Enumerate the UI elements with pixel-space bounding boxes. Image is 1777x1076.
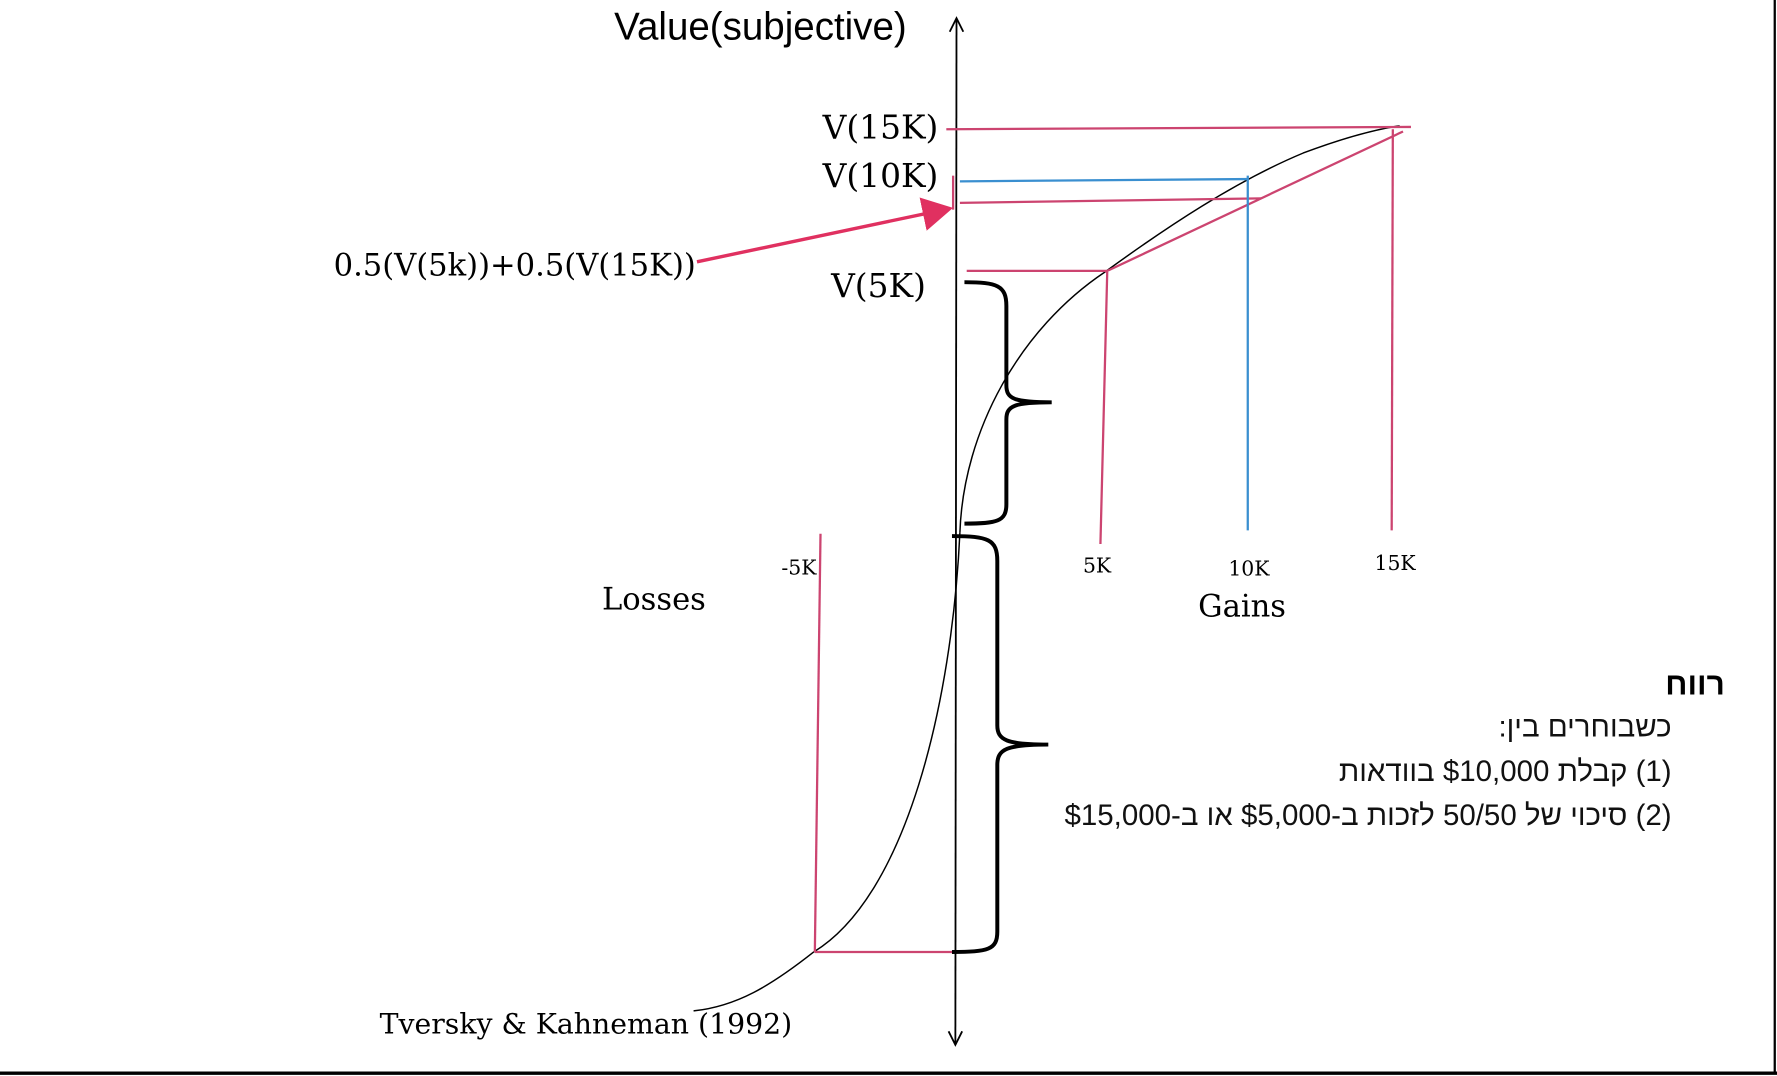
neg5k-vertical (813, 533, 822, 952)
gains-label: Gains (1198, 590, 1286, 625)
tick-5k: 5K (1083, 553, 1112, 577)
loss-brace (951, 534, 1049, 954)
axis-arrow-down (947, 1030, 963, 1047)
tick-10k: 10K (1228, 557, 1270, 581)
y-axis-label: Value(subjective) (614, 6, 907, 49)
15k-vertical (1390, 129, 1394, 531)
value-curve-losses (693, 532, 961, 1012)
value-curve (959, 125, 1400, 533)
v15k-guide (946, 125, 1411, 131)
gain-brace (964, 280, 1052, 526)
expected-arrow (696, 197, 954, 264)
expected-value-guide (959, 197, 1262, 204)
note-title: רווח (1665, 666, 1725, 702)
tick-15k: 15K (1375, 551, 1417, 575)
chord-line (1104, 130, 1404, 274)
expected-value-label: 0.5(V(5k))+0.5(V(15K)) (334, 248, 696, 283)
v5k-label: V(5K) (830, 266, 926, 305)
v15k-label: V(15K) (822, 107, 939, 146)
v10k-label: V(10K) (822, 156, 939, 195)
note-line-1: כשבוחרים בין: (1498, 709, 1672, 744)
citation: Tversky & Kahneman (1992) (380, 1008, 793, 1041)
note-line-3: (2) סיכוי של 50/50 לזכות ב-$5,000 או ב-$… (1064, 797, 1672, 832)
5k-vertical (1099, 271, 1109, 545)
value-axis (954, 18, 958, 1045)
v10k-guide (959, 177, 1249, 183)
note-line-2: (1) קבלת $10,000 בוודאות (1338, 753, 1672, 788)
axis-arrow-up (948, 16, 965, 33)
losses-label: Losses (602, 583, 706, 618)
tick-neg5k: -5K (781, 556, 817, 580)
